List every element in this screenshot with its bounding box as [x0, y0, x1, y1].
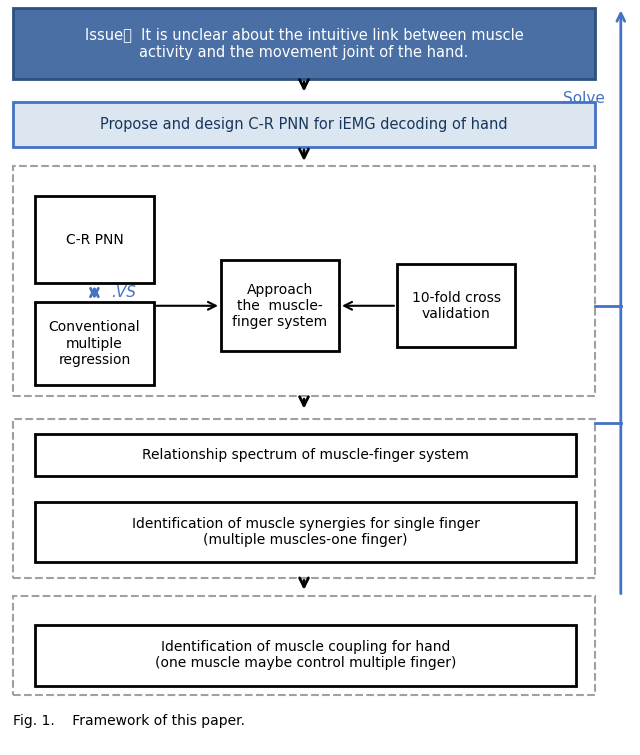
Text: .VS: .VS — [111, 285, 136, 300]
Text: Approach
the  muscle-
finger system: Approach the muscle- finger system — [232, 282, 328, 329]
Bar — [35, 196, 154, 283]
Text: Fig. 1.    Framework of this paper.: Fig. 1. Framework of this paper. — [13, 714, 245, 728]
Text: Issue：  It is unclear about the intuitive link between muscle
activity and the m: Issue： It is unclear about the intuitive… — [84, 27, 524, 60]
Bar — [13, 166, 595, 396]
Bar — [13, 102, 595, 147]
Text: Relationship spectrum of muscle-finger system: Relationship spectrum of muscle-finger s… — [142, 448, 469, 462]
Text: Propose and design C-R PNN for iEMG decoding of hand: Propose and design C-R PNN for iEMG deco… — [100, 117, 508, 132]
Text: Identification of muscle synergies for single finger
(multiple muscles-one finge: Identification of muscle synergies for s… — [132, 517, 479, 547]
Bar — [13, 419, 595, 578]
Text: Conventional
multiple
regression: Conventional multiple regression — [49, 320, 140, 367]
Text: Identification of muscle coupling for hand
(one muscle maybe control multiple fi: Identification of muscle coupling for ha… — [155, 640, 456, 670]
Bar — [221, 260, 339, 351]
Bar — [13, 596, 595, 695]
Bar — [35, 502, 576, 562]
Text: C-R PNN: C-R PNN — [65, 233, 124, 247]
Text: 10-fold cross
validation: 10-fold cross validation — [412, 291, 500, 321]
Bar — [13, 8, 595, 79]
Bar — [35, 302, 154, 385]
Text: Solve: Solve — [563, 91, 605, 106]
Bar — [35, 625, 576, 686]
Bar — [397, 264, 515, 347]
Bar — [35, 434, 576, 476]
